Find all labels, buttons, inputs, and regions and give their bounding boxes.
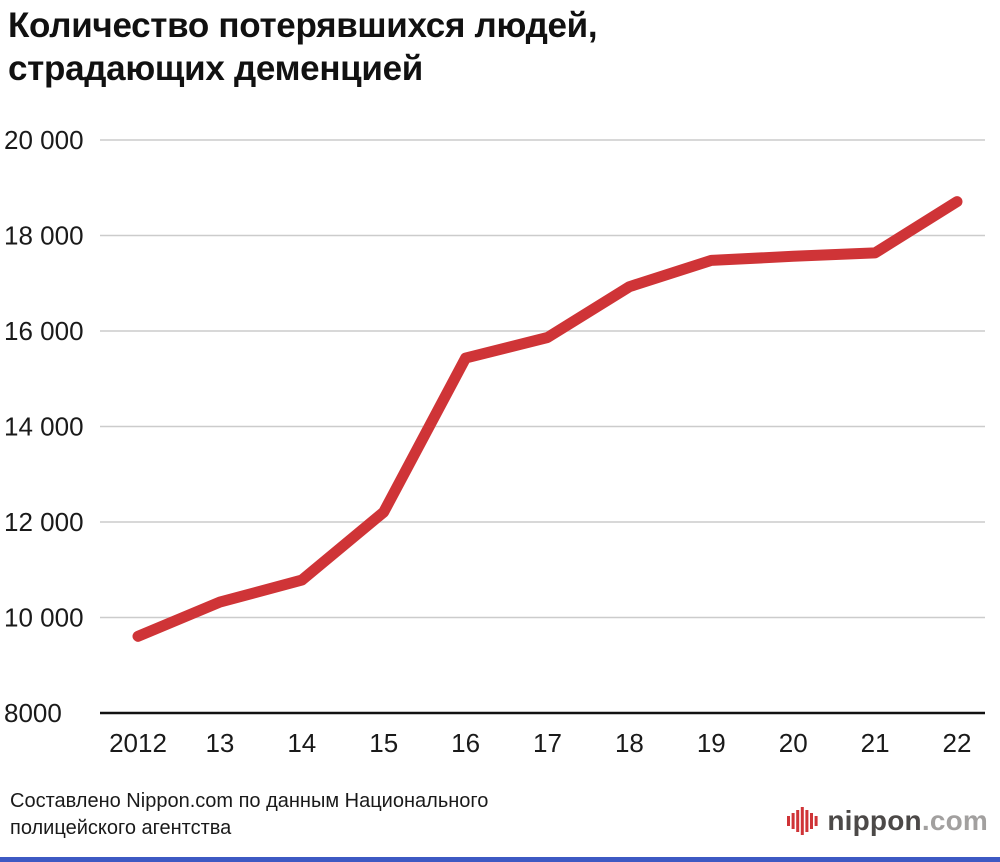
logo-name: nippon: [827, 805, 922, 836]
soundwave-bar: [801, 807, 805, 835]
x-tick-label: 17: [533, 728, 562, 758]
soundwave-bar: [796, 810, 800, 832]
logo-suffix: .com: [921, 805, 988, 836]
x-tick-label: 21: [861, 728, 890, 758]
soundwave-bar: [787, 816, 791, 826]
line-chart: 8000 10 000 12 000 14 000 16 000 18 000 20 000…: [4, 125, 985, 758]
x-tick-label: 16: [451, 728, 480, 758]
chart-title-line1: Количество потерявшихся людей,: [8, 6, 598, 45]
source-text: Составлено Nippon.com по данным Национал…: [10, 788, 488, 842]
soundwave-bar: [814, 816, 818, 826]
x-tick-label: 13: [205, 728, 234, 758]
soundwave-bar: [791, 813, 795, 829]
x-tick-label: 14: [287, 728, 316, 758]
y-tick-label: 14 000: [4, 412, 84, 442]
y-tick-label: 8000: [4, 698, 62, 728]
nippon-logo: nippon.com: [785, 804, 988, 842]
soundwave-bar: [805, 810, 809, 832]
x-tick-label: 19: [697, 728, 726, 758]
logo-text: nippon.com: [827, 805, 988, 837]
data-line: [132, 196, 963, 642]
x-tick-label: 18: [615, 728, 644, 758]
footer: Составлено Nippon.com по данным Национал…: [0, 788, 1000, 842]
y-tick-label: 10 000: [4, 603, 84, 633]
bottom-accent-bar: [0, 857, 1000, 862]
source-line2: полицейского агентства: [10, 817, 232, 839]
soundwave-bars-icon: [787, 807, 818, 835]
source-line1: Составлено Nippon.com по данным Национал…: [10, 790, 489, 812]
x-tick-label: 22: [943, 728, 972, 758]
x-tick-label: 2012: [109, 728, 167, 758]
y-tick-label: 12 000: [4, 507, 84, 537]
chart-title: Количество потерявшихся людей, страдающи…: [8, 4, 598, 91]
y-tick-label: 16 000: [4, 316, 84, 346]
chart-title-line2: страдающих деменцией: [8, 49, 423, 89]
y-tick-label: 20 000: [4, 125, 84, 155]
soundwave-bar: [810, 813, 814, 829]
x-tick-label: 20: [779, 728, 808, 758]
y-tick-label: 18 000: [4, 221, 84, 251]
x-tick-label: 15: [369, 728, 398, 758]
